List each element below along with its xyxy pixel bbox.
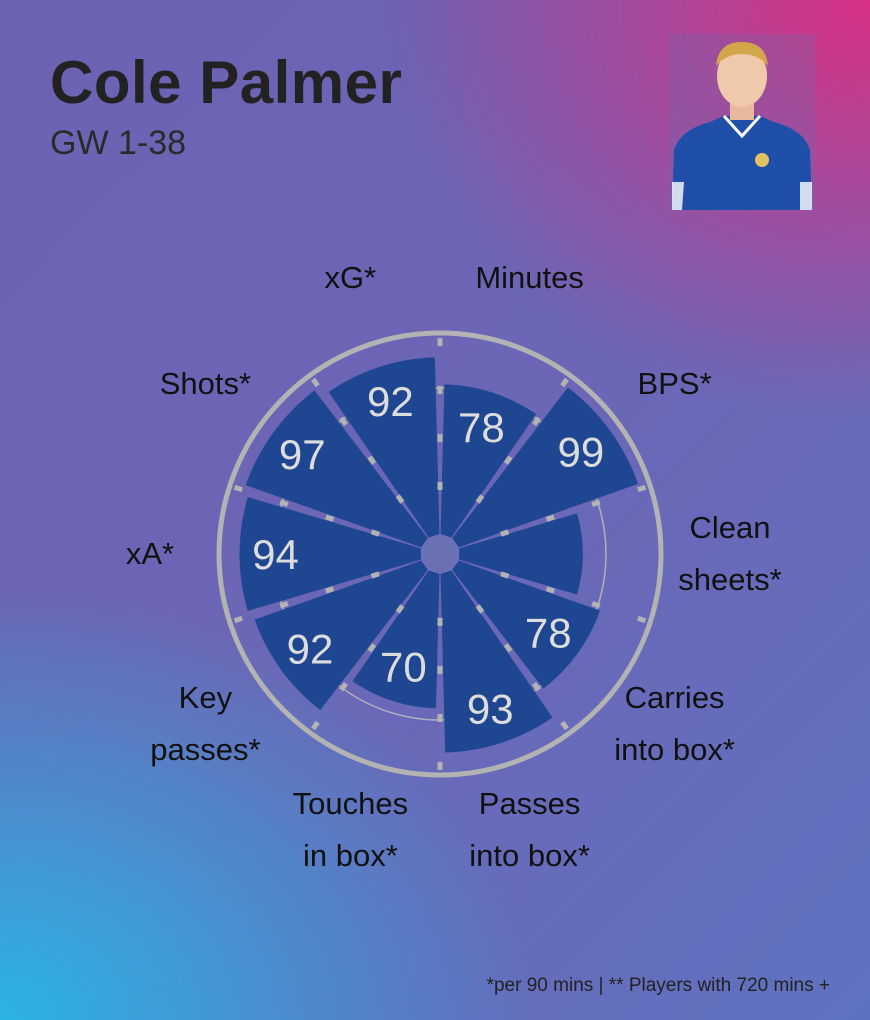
- metric-label-xg: xG*: [324, 260, 377, 296]
- grid-tick: [367, 455, 377, 465]
- grid-tick: [311, 377, 320, 388]
- grid-tick: [233, 615, 243, 624]
- value-label-carries-into-box: 78: [525, 610, 572, 657]
- metric-label-passes-into-box: Passes into box*: [469, 785, 590, 873]
- grid-tick: [503, 643, 513, 653]
- bar-passes-into-box: [440, 570, 553, 753]
- grid-tick: [532, 681, 541, 692]
- grid-tick: [475, 604, 485, 614]
- metric-label-xa: xA*: [125, 536, 175, 571]
- bar-xg: [328, 357, 440, 538]
- grid-tick: [503, 455, 513, 465]
- grid-tick: [325, 586, 335, 594]
- grid-tick: [560, 720, 569, 731]
- grid-tick: [339, 681, 348, 692]
- bar-shots: [245, 390, 428, 548]
- bar-touches-in-box: [352, 570, 440, 709]
- metric-label-clean-sheets: Clean sheets*: [678, 510, 782, 597]
- grid-tick: [545, 514, 555, 522]
- value-label-bps: 99: [557, 429, 604, 476]
- grid-tick: [591, 601, 601, 609]
- value-label-xg: 92: [367, 378, 414, 425]
- value-label-shots: 97: [279, 431, 326, 478]
- gameweek-range: GW 1-38: [50, 124, 187, 162]
- grid-tick: [311, 720, 320, 731]
- grid-tick: [395, 604, 405, 614]
- bar-bps: [452, 387, 639, 548]
- grid-tick: [370, 571, 380, 579]
- grid-tick: [325, 514, 335, 522]
- metric-label-touches-in-box: Touches in box*: [292, 785, 409, 873]
- grid-tick: [637, 484, 647, 493]
- grid-tick: [637, 615, 647, 624]
- grid-tick: [395, 494, 405, 504]
- grid-tick: [279, 499, 289, 507]
- bar-carries-into-box: [452, 560, 601, 689]
- player-name: Cole Palmer: [50, 49, 403, 116]
- grid-tick: [339, 416, 348, 427]
- bar-key-passes: [254, 560, 428, 711]
- value-label-minutes: 78: [458, 404, 505, 451]
- center-hub: [420, 534, 460, 574]
- value-label-touches-in-box: 70: [380, 644, 427, 691]
- grid-tick: [367, 643, 377, 653]
- bar-minutes: [440, 384, 537, 538]
- grid-tick: [233, 484, 243, 493]
- value-label-xa: 94: [252, 531, 299, 578]
- grid-tick: [475, 494, 485, 504]
- grid-tick: [545, 586, 555, 594]
- grid-tick: [500, 529, 510, 537]
- metric-label-minutes: Minutes: [475, 260, 584, 296]
- grid-tick: [500, 571, 510, 579]
- metric-label-bps: BPS*: [637, 365, 712, 401]
- metric-label-shots: Shots*: [159, 365, 252, 401]
- value-label-key-passes: 92: [287, 625, 334, 672]
- outer-ring: [216, 330, 664, 778]
- footnote: *per 90 mins | ** Players with 720 mins …: [486, 975, 830, 996]
- grid-tick: [591, 499, 601, 507]
- grid-tick: [532, 416, 541, 427]
- grid-tick: [370, 529, 380, 537]
- grid-tick: [560, 377, 569, 388]
- value-label-passes-into-box: 93: [467, 686, 514, 733]
- bar-xa: [239, 497, 421, 611]
- grid-tick: [279, 601, 289, 609]
- metric-label-carries-into-box: Carries into box*: [614, 680, 735, 768]
- player-headshot-icon: [669, 34, 815, 210]
- bar-clean-sheets: [459, 513, 583, 595]
- metric-label-key-passes: Key passes*: [150, 680, 261, 768]
